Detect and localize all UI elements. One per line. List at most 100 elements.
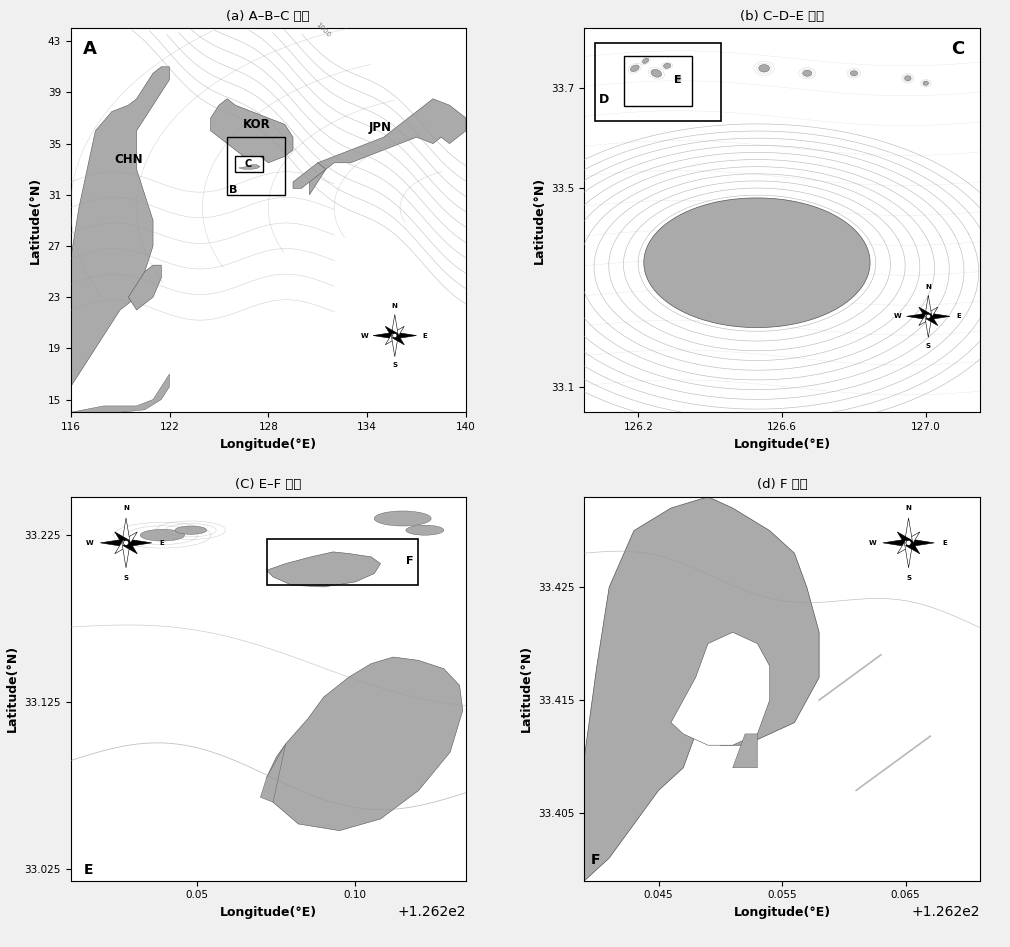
Ellipse shape (664, 63, 671, 68)
Text: W: W (869, 540, 877, 545)
Ellipse shape (803, 70, 812, 77)
Circle shape (906, 541, 911, 545)
Text: E: E (956, 313, 962, 319)
Text: N: N (925, 284, 931, 290)
X-axis label: Longitude(°E): Longitude(°E) (733, 906, 830, 919)
Polygon shape (391, 335, 398, 357)
Polygon shape (906, 532, 920, 545)
X-axis label: Longitude(°E): Longitude(°E) (220, 906, 317, 919)
Ellipse shape (375, 511, 431, 526)
Polygon shape (385, 327, 397, 338)
Text: E: E (84, 863, 93, 877)
Ellipse shape (905, 76, 911, 80)
Polygon shape (897, 532, 911, 545)
Y-axis label: Latitude(°N): Latitude(°N) (520, 645, 532, 732)
X-axis label: Longitude(°E): Longitude(°E) (733, 438, 830, 451)
Ellipse shape (850, 71, 857, 76)
Ellipse shape (406, 526, 443, 535)
Polygon shape (128, 265, 162, 310)
Polygon shape (115, 532, 129, 545)
Ellipse shape (676, 77, 681, 80)
Y-axis label: Latitude(°N): Latitude(°N) (6, 645, 19, 732)
Polygon shape (909, 539, 934, 546)
Polygon shape (883, 539, 909, 546)
Polygon shape (71, 67, 170, 412)
Polygon shape (928, 313, 950, 320)
Ellipse shape (140, 529, 185, 541)
Text: C: C (950, 40, 964, 58)
Text: W: W (361, 332, 369, 338)
Text: S: S (926, 343, 931, 348)
Polygon shape (904, 543, 913, 568)
Y-axis label: Latitude(°N): Latitude(°N) (29, 177, 42, 264)
Text: F: F (591, 852, 600, 867)
Bar (267, 539, 418, 585)
Text: E: E (423, 332, 427, 338)
Circle shape (123, 541, 128, 545)
Ellipse shape (923, 81, 928, 85)
Text: S: S (123, 575, 128, 581)
Bar (624, 56, 692, 106)
Polygon shape (309, 98, 466, 195)
Polygon shape (919, 307, 931, 319)
Ellipse shape (630, 65, 639, 72)
Polygon shape (293, 163, 326, 188)
Polygon shape (122, 543, 130, 568)
Polygon shape (211, 98, 293, 163)
Text: W: W (86, 540, 94, 545)
Polygon shape (392, 333, 404, 345)
Polygon shape (907, 313, 928, 320)
Polygon shape (126, 539, 152, 546)
Polygon shape (919, 314, 931, 326)
Polygon shape (115, 540, 129, 554)
Text: KOR: KOR (243, 118, 271, 132)
Polygon shape (391, 314, 398, 335)
Polygon shape (904, 518, 913, 543)
Polygon shape (267, 552, 381, 587)
Polygon shape (926, 314, 938, 326)
Ellipse shape (759, 64, 770, 72)
Text: A: A (83, 40, 96, 58)
Polygon shape (732, 734, 758, 768)
Text: E: E (942, 540, 947, 545)
Text: N: N (392, 303, 398, 309)
Text: D: D (599, 93, 609, 106)
Text: E: E (675, 75, 682, 85)
Polygon shape (906, 540, 920, 554)
Polygon shape (71, 374, 170, 412)
Ellipse shape (642, 58, 648, 63)
Polygon shape (643, 198, 870, 328)
Y-axis label: Latitude(°N): Latitude(°N) (533, 177, 546, 264)
Text: F: F (406, 556, 413, 565)
Polygon shape (267, 657, 463, 831)
Polygon shape (385, 333, 397, 345)
Polygon shape (926, 307, 938, 319)
Text: N: N (123, 505, 129, 511)
Polygon shape (123, 532, 137, 545)
Polygon shape (395, 332, 416, 339)
Text: 1000: 1000 (314, 22, 331, 39)
Text: W: W (894, 313, 902, 319)
Text: C: C (244, 158, 251, 169)
Title: (d) F 영역: (d) F 영역 (756, 478, 807, 491)
Circle shape (393, 333, 397, 338)
Circle shape (926, 314, 930, 318)
Title: (C) E–F 영역: (C) E–F 영역 (235, 478, 302, 491)
Polygon shape (123, 540, 137, 554)
Title: (a) A–B–C 영역: (a) A–B–C 영역 (226, 10, 310, 23)
Polygon shape (238, 165, 261, 170)
X-axis label: Longitude(°E): Longitude(°E) (220, 438, 317, 451)
Ellipse shape (175, 526, 207, 534)
Text: E: E (160, 540, 165, 545)
Polygon shape (261, 743, 286, 802)
Text: CHN: CHN (114, 152, 142, 166)
Polygon shape (122, 518, 130, 543)
Ellipse shape (651, 69, 662, 78)
Polygon shape (925, 295, 932, 316)
Text: S: S (906, 575, 911, 581)
Text: JPN: JPN (369, 121, 392, 134)
Bar (227, 137, 285, 195)
Polygon shape (373, 332, 395, 339)
Bar (595, 44, 721, 120)
Text: N: N (906, 505, 911, 511)
